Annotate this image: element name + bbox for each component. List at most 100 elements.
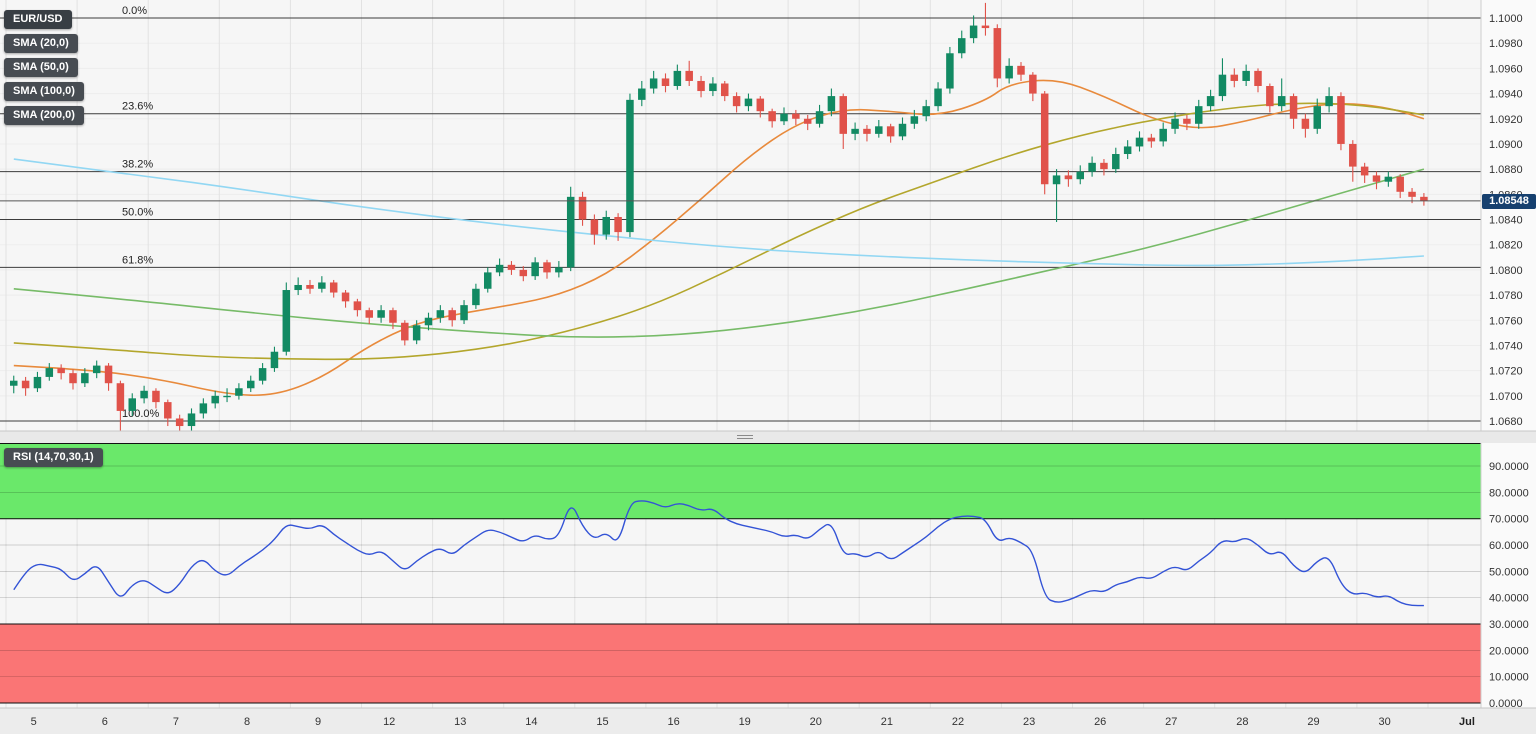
rsi-indicator-badge[interactable]: RSI (14,70,30,1) <box>4 448 103 467</box>
candle-body <box>1135 137 1144 147</box>
candle-body <box>235 388 243 396</box>
sma50-badge[interactable]: SMA (50,0) <box>4 58 78 77</box>
candle-body <box>614 216 622 233</box>
svg-text:61.8%: 61.8% <box>122 254 153 266</box>
candle-body <box>543 262 551 273</box>
candle-body <box>175 418 184 427</box>
svg-text:1.0800: 1.0800 <box>1489 265 1523 277</box>
sma100-badge[interactable]: SMA (100,0) <box>4 82 84 101</box>
candle-body <box>389 310 397 323</box>
candle-body <box>1277 96 1286 107</box>
svg-text:50.0%: 50.0% <box>122 207 153 219</box>
candle-body <box>638 88 646 100</box>
candle-body <box>934 88 942 107</box>
sma20-badge[interactable]: SMA (20,0) <box>4 34 78 53</box>
candle-body <box>886 126 895 137</box>
candle-body <box>1112 154 1120 170</box>
price-axis[interactable]: 1.1000 1.0980 1.0960 1.0940 1.0920 1.0900 1.08… <box>1489 13 1523 428</box>
candle-body <box>484 272 492 289</box>
svg-text:38.2%: 38.2% <box>122 159 153 171</box>
candle-body <box>211 395 219 404</box>
price-pane-bg[interactable] <box>0 0 1481 431</box>
svg-text:1.0980: 1.0980 <box>1489 38 1523 50</box>
time-axis[interactable]: 5 6 7 8 9 12 13 14 15 16 19 20 21 22 23 26 27 28 29 30 Jul <box>0 707 1536 734</box>
candle-body <box>116 383 125 411</box>
candle-body <box>875 126 883 134</box>
candle-body <box>365 310 373 318</box>
overbought-band <box>0 443 1481 519</box>
candle-body <box>460 305 468 321</box>
candle-body <box>661 78 670 87</box>
candle-body <box>1195 106 1203 124</box>
candle-body <box>1230 74 1239 81</box>
svg-text:1.0840: 1.0840 <box>1489 215 1523 227</box>
candle-body <box>81 373 89 384</box>
candle-body <box>377 310 385 318</box>
candle-body <box>1242 70 1250 81</box>
svg-text:20: 20 <box>810 716 822 728</box>
rsi-bands <box>0 443 1481 704</box>
svg-text:10.0000: 10.0000 <box>1489 672 1529 684</box>
candle-body <box>578 196 587 220</box>
svg-text:1.0820: 1.0820 <box>1489 240 1523 252</box>
svg-text:1.0700: 1.0700 <box>1489 391 1523 403</box>
svg-text:23.6%: 23.6% <box>122 101 153 113</box>
candle-body <box>531 262 539 277</box>
candle-body <box>472 288 480 306</box>
sma200-badge[interactable]: SMA (200,0) <box>4 106 84 125</box>
candle-body <box>1384 176 1393 182</box>
svg-text:1.0920: 1.0920 <box>1489 114 1523 126</box>
candle-body <box>815 111 824 124</box>
candle-body <box>1408 191 1416 197</box>
svg-text:23: 23 <box>1023 716 1035 728</box>
candle-body <box>993 28 1002 79</box>
symbol-badge[interactable]: EUR/USD <box>4 10 72 29</box>
candle-body <box>507 264 516 270</box>
candle-body <box>318 282 326 289</box>
candle-body <box>922 106 930 117</box>
candle-body <box>1076 171 1084 180</box>
candle-body <box>1372 175 1381 182</box>
candle-body <box>756 98 765 112</box>
candle-body <box>839 96 847 134</box>
candle-body <box>1005 65 1013 79</box>
pane-divider[interactable] <box>0 430 1536 443</box>
current-price-badge: 1.08548 <box>1482 194 1536 209</box>
candle-body <box>199 403 208 414</box>
candle-body <box>412 325 421 341</box>
candle-body <box>697 80 705 92</box>
candle-body <box>1159 128 1167 142</box>
candle-body <box>92 365 101 374</box>
rsi-axis[interactable]: 90.0000 80.0000 70.0000 60.0000 50.0000 40.00… <box>0 461 1529 710</box>
candle-body <box>495 264 504 273</box>
candle-body <box>353 301 362 311</box>
chart-legend: EUR/USD SMA (20,0) SMA (50,0) SMA (100,0… <box>4 10 84 125</box>
candle-body <box>1088 162 1096 172</box>
candle-body <box>104 365 113 384</box>
candle-body <box>1360 166 1369 176</box>
candle-body <box>685 70 693 81</box>
candle-body <box>969 25 978 39</box>
svg-text:7: 7 <box>173 716 179 728</box>
svg-text:80.0000: 80.0000 <box>1489 487 1529 499</box>
candle-body <box>270 351 279 369</box>
svg-text:13: 13 <box>454 716 466 728</box>
candle-body <box>1100 162 1108 170</box>
candle-body <box>958 38 966 54</box>
candle-body <box>33 376 42 389</box>
candle-body <box>401 322 409 341</box>
candle-body <box>164 402 172 419</box>
candle-body <box>732 96 741 107</box>
candle-body <box>21 380 30 389</box>
svg-text:1.0900: 1.0900 <box>1489 139 1523 151</box>
sma200-line <box>13 158 1424 267</box>
candle-body <box>851 128 859 134</box>
svg-text:21: 21 <box>881 716 893 728</box>
candle-body <box>1029 74 1037 94</box>
candle-body <box>329 282 338 293</box>
candle-body <box>1266 86 1274 107</box>
fibonacci-levels: 0.0% 23.6% 38.2% 50.0% 61.8% 100.0% <box>0 5 1481 422</box>
svg-text:5: 5 <box>31 716 37 728</box>
